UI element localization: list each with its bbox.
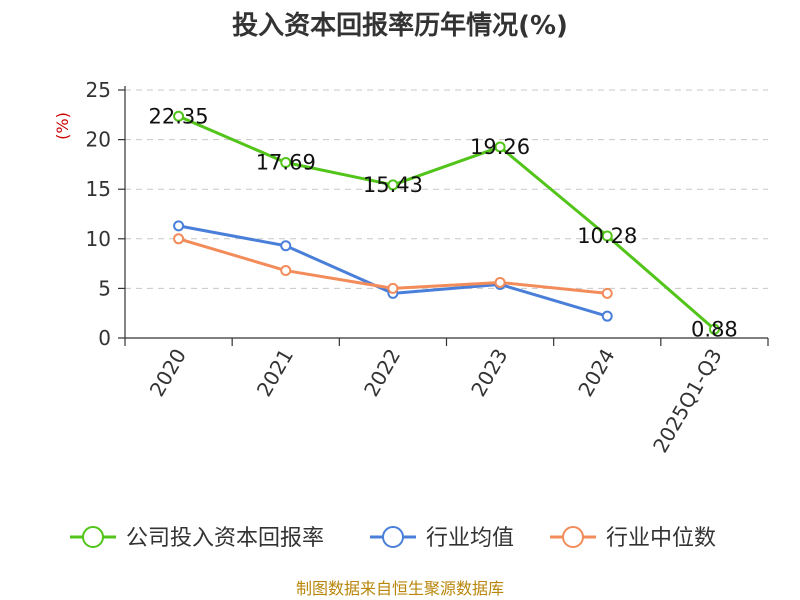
y-tick-label: 15: [86, 177, 111, 201]
chart-title: 投入资本回报率历年情况(%): [232, 10, 568, 41]
y-tick-label: 20: [86, 128, 111, 152]
data-label: 0.88: [691, 317, 738, 341]
x-tick-label: 2025Q1-Q3: [648, 345, 727, 457]
axes: 0 5 10 15 20 25 2020 2021 2022 2023 2024 2025Q1-Q3: [86, 78, 769, 457]
series-line: [178, 224, 608, 318]
series-2: [173, 233, 613, 299]
legend-label: 公司投入资本回报率: [126, 526, 324, 551]
data-point: [601, 230, 613, 242]
data-labels: 22.35 17.69 15.43 19.26 10.28 0.88: [149, 104, 738, 341]
legend-item-0: 公司投入资本回报率: [70, 526, 324, 551]
grid-lines: [125, 89, 768, 289]
data-label: 22.35: [149, 104, 209, 128]
legend-swatch-marker: [382, 526, 404, 548]
legend-item-2: 行业中位数: [550, 526, 716, 551]
data-point: [280, 265, 292, 277]
data-point: [601, 287, 613, 299]
data-point: [280, 157, 292, 169]
series-group: [173, 110, 720, 335]
legend-label: 行业均值: [426, 526, 514, 551]
series-line: [177, 114, 716, 331]
data-point: [494, 276, 506, 288]
data-label: 15.43: [363, 173, 423, 197]
legend-swatch-marker: [82, 526, 104, 548]
legend-label: 行业中位数: [606, 526, 716, 551]
y-tick-label: 5: [98, 276, 111, 300]
y-tick-label: 0: [98, 326, 111, 350]
x-tick-label: 2021: [252, 345, 298, 401]
data-point: [387, 282, 399, 294]
legend-swatch-marker: [562, 526, 584, 548]
legend: 公司投入资本回报率 行业均值 行业中位数: [70, 526, 716, 551]
data-label: 10.28: [577, 224, 637, 248]
y-tick-label: 25: [86, 78, 111, 102]
y-tick-label: 10: [86, 227, 111, 251]
data-point: [173, 220, 185, 232]
x-tick-label: 2020: [145, 345, 191, 401]
data-point: [601, 310, 613, 322]
x-tick-label: 2024: [573, 345, 619, 401]
data-point: [173, 233, 185, 245]
y-axis-unit-label: (%): [53, 112, 72, 140]
data-point: [708, 323, 720, 335]
x-tick-label: 2022: [359, 345, 405, 401]
x-tick-label: 2023: [466, 345, 512, 401]
data-point: [280, 240, 292, 252]
data-label: 19.26: [470, 135, 530, 159]
series-1: [173, 220, 613, 322]
data-point: [173, 110, 185, 122]
data-label: 17.69: [256, 151, 316, 175]
data-point: [494, 141, 506, 153]
legend-item-1: 行业均值: [370, 526, 514, 551]
source-note: 制图数据来自恒生聚源数据库: [296, 579, 504, 598]
series-0: [173, 110, 720, 335]
data-point: [387, 179, 399, 191]
